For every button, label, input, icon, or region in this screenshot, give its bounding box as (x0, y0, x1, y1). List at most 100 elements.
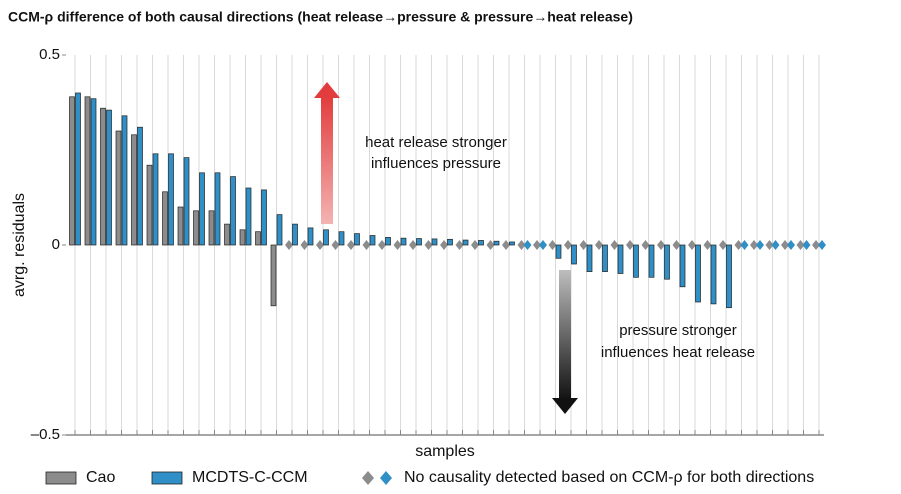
bar (493, 240, 500, 246)
bar (664, 244, 670, 280)
bar (586, 244, 593, 272)
bar (208, 210, 215, 246)
no-causality-marker (719, 240, 727, 250)
bar (354, 233, 360, 246)
bar (230, 176, 236, 246)
bar (648, 244, 655, 278)
no-causality-marker (641, 240, 650, 250)
bar (69, 96, 75, 246)
no-causality-marker (740, 240, 749, 250)
bar (131, 134, 137, 246)
no-causality-marker (409, 240, 417, 250)
bar (276, 214, 283, 246)
bar (307, 227, 314, 246)
bar (84, 96, 91, 246)
bar (270, 244, 277, 307)
bar (152, 153, 159, 246)
arrows (314, 82, 578, 414)
bar (177, 206, 184, 246)
no-causality-marker (610, 240, 619, 250)
no-causality-marker (300, 240, 309, 250)
bar (168, 153, 174, 246)
no-causality-marker (564, 240, 572, 250)
no-causality-marker (787, 240, 795, 250)
bar (509, 241, 515, 246)
no-causality-marker (688, 240, 696, 250)
bar (90, 98, 97, 246)
no-causality-marker (703, 240, 712, 250)
no-causality-marker (672, 240, 681, 250)
bar (261, 189, 267, 246)
no-causality-marker (424, 240, 433, 250)
y-tick-label: 0.5 (39, 46, 60, 63)
arrow-up-shaft (321, 96, 333, 224)
no-causality-marker (440, 240, 448, 250)
bar (555, 244, 562, 259)
annotation: heat release stronger (365, 134, 507, 151)
no-causality-marker (756, 240, 764, 250)
bar (338, 231, 345, 246)
bar (224, 223, 230, 246)
no-causality-marker (378, 240, 386, 250)
bar (602, 244, 608, 272)
no-causality-marker (796, 240, 805, 250)
no-causality-marker (331, 240, 340, 250)
no-causality-marker (812, 240, 820, 250)
legend-swatch (45, 471, 77, 485)
bar (462, 239, 469, 246)
bar (323, 229, 329, 246)
bar (214, 172, 221, 246)
bar (710, 244, 717, 305)
no-causality-marker (579, 240, 588, 250)
bar (385, 237, 391, 246)
no-causality-marker (393, 240, 402, 250)
bar (106, 109, 112, 246)
bar (292, 223, 298, 246)
no-causality-marker (595, 240, 603, 250)
bar (137, 126, 143, 246)
bar (617, 244, 624, 274)
bar (571, 244, 577, 265)
bar (115, 130, 122, 246)
bar (193, 210, 199, 246)
bar (369, 235, 376, 246)
bar (447, 238, 453, 246)
no-causality-marker (523, 240, 532, 250)
bar (121, 115, 128, 246)
arrow-up-head (314, 82, 340, 98)
bar (416, 238, 422, 246)
bar (431, 238, 438, 246)
annotation: influences pressure (371, 155, 501, 172)
no-causality-marker (750, 240, 758, 250)
no-causality-marker (765, 240, 774, 250)
bar (100, 107, 106, 246)
bar (146, 164, 153, 246)
no-causality-marker (781, 240, 789, 250)
chart-title: CCM-ρ difference of both causal directio… (8, 9, 633, 25)
no-causality-marker (818, 240, 826, 250)
bar (162, 191, 168, 246)
no-causality-marker (771, 240, 780, 250)
no-causality-marker (657, 240, 665, 250)
arrow-down-head (552, 398, 578, 414)
bar (726, 244, 732, 309)
legend-marker (380, 471, 392, 485)
annotation: pressure stronger (619, 322, 737, 339)
bar (239, 229, 246, 246)
y-tick-label: 0 (52, 236, 60, 253)
no-causality-marker (347, 240, 355, 250)
no-causality-marker (539, 240, 547, 250)
no-causality-marker (626, 240, 634, 250)
no-causality-marker (471, 240, 479, 250)
no-causality-marker (455, 240, 464, 250)
no-causality-marker (533, 240, 541, 250)
bar (183, 157, 190, 246)
legend-label: Cao (86, 469, 115, 486)
x-axis-label: samples (415, 443, 475, 460)
bar (679, 244, 686, 288)
no-causality-marker (486, 240, 495, 250)
no-causality-marker (548, 240, 557, 250)
no-causality-marker (502, 240, 510, 250)
no-causality-marker (802, 240, 811, 250)
bar (199, 172, 205, 246)
